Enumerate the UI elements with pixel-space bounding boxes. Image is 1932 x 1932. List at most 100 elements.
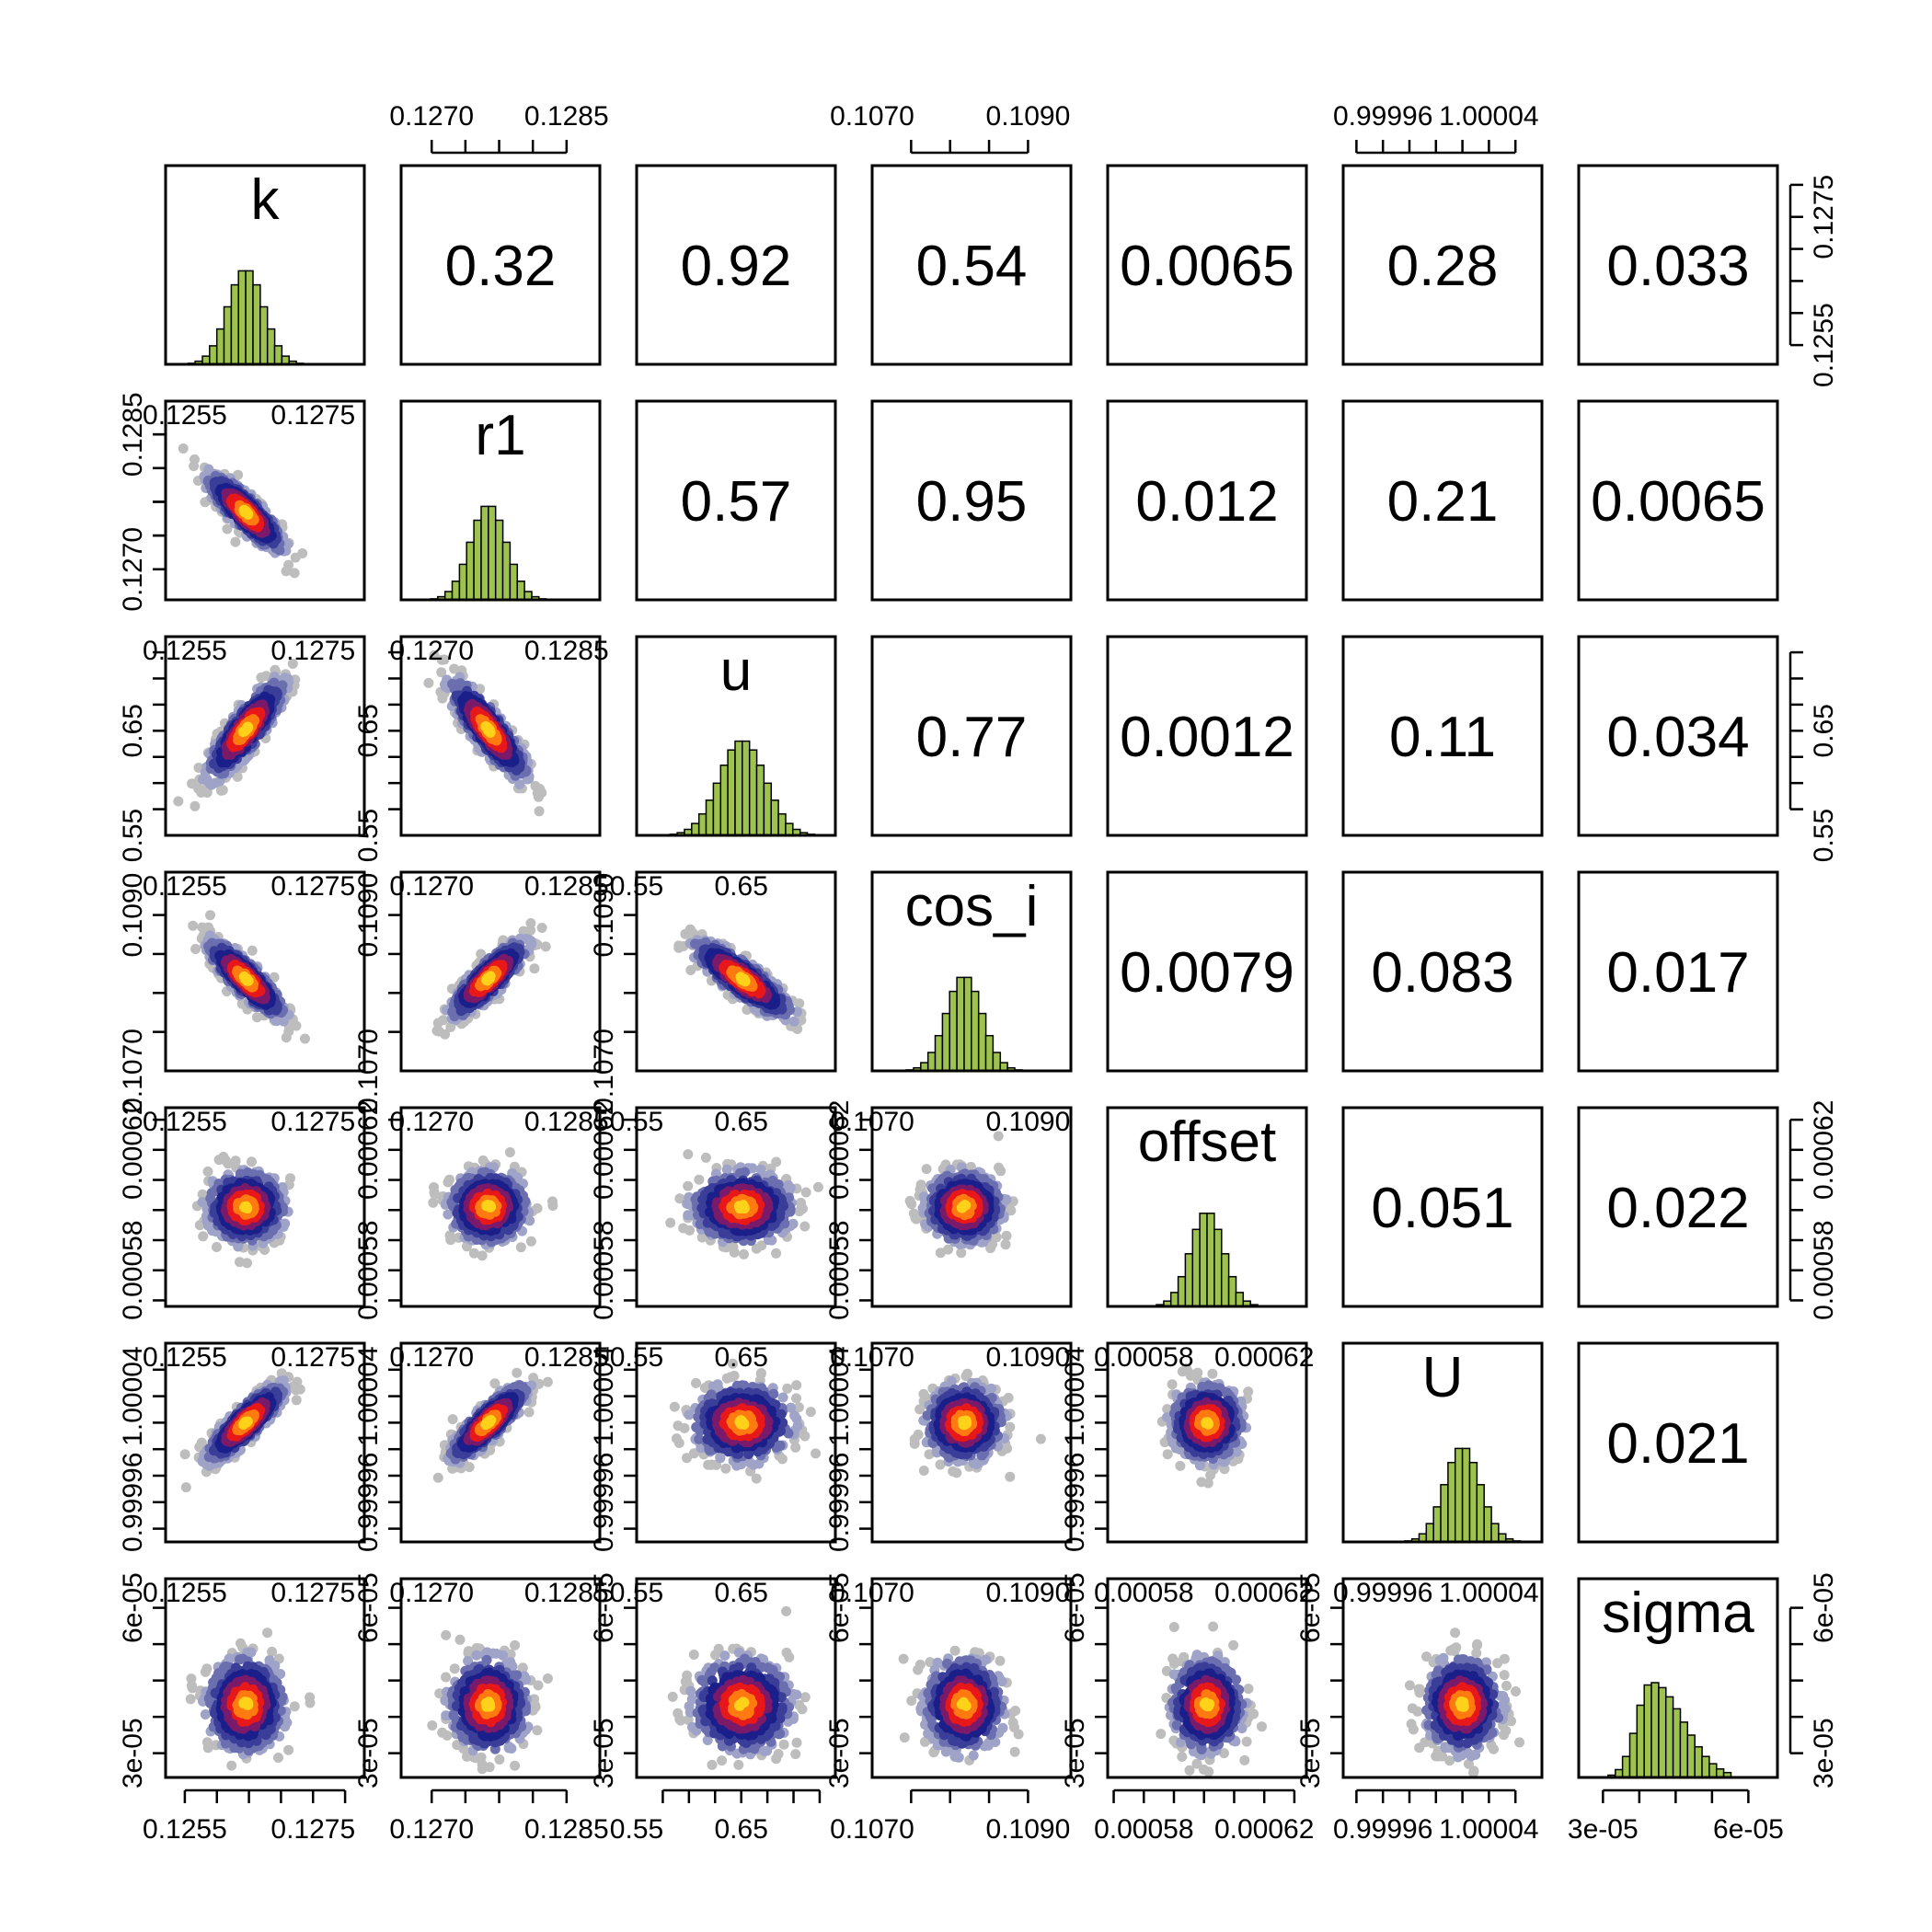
correlation-value: 0.034 xyxy=(1606,706,1749,769)
scatter-point xyxy=(247,946,258,956)
panel-u-cos_i: 0.77 xyxy=(872,637,1071,835)
pairs-plot: k0.32 0.92 0.54 0.0065 0.28 0.0330.12700.1285… xyxy=(0,0,1932,1932)
hist-bar-k xyxy=(253,285,260,364)
scatter-point xyxy=(203,1167,213,1177)
variable-label-r1: r1 xyxy=(475,404,525,467)
x-tick-label: 0.1270 xyxy=(389,871,474,902)
hist-bar-cos_i xyxy=(993,1052,1000,1071)
variable-label-k: k xyxy=(251,168,281,232)
scatter-point xyxy=(300,1034,310,1044)
hist-bar-r1 xyxy=(459,564,466,600)
scatter-point xyxy=(241,725,251,735)
scatter-point xyxy=(423,678,433,688)
hist-bar-cos_i xyxy=(972,992,979,1071)
x-tick-label: 0.55 xyxy=(610,871,663,902)
scatter-point xyxy=(198,1231,208,1241)
panel-r1-u: 0.57 xyxy=(637,401,835,600)
scatter-point xyxy=(240,1202,250,1213)
scatter-point xyxy=(247,1156,257,1167)
scatter-point xyxy=(188,921,198,931)
panel-u-sigma: 0.034 xyxy=(1579,637,1777,835)
correlation-value: 0.11 xyxy=(1389,706,1496,769)
scatter-point xyxy=(516,1242,526,1252)
x-tick-label: 0.1285 xyxy=(524,636,609,666)
x-tick-label: 0.1275 xyxy=(270,871,355,902)
correlation-value: 0.57 xyxy=(681,470,792,534)
scatter-point xyxy=(205,910,215,920)
scatter-point xyxy=(547,1196,558,1206)
hist-bar-cos_i xyxy=(928,1052,936,1071)
scatter-point xyxy=(190,944,201,954)
scatter-point xyxy=(737,973,747,983)
panel-k-r1: 0.32 xyxy=(401,166,600,364)
hist-bar-u xyxy=(699,814,707,835)
scatter-point xyxy=(483,724,493,734)
scatter-point xyxy=(485,973,495,983)
scatter-point xyxy=(529,963,539,973)
hist-bar-u xyxy=(707,800,714,835)
correlation-value: 0.21 xyxy=(1387,470,1499,534)
y-tick-label: 0.1270 xyxy=(118,527,148,612)
x-tick-label: 0.1270 xyxy=(389,636,474,666)
hist-bar-u xyxy=(764,783,771,835)
correlation-value: 0.77 xyxy=(916,706,1028,769)
hist-bar-u xyxy=(720,765,728,835)
scatter-point xyxy=(230,537,240,547)
scatter-point xyxy=(173,797,183,807)
panel-cos_i-u: 0.10700.10900.55 0.65 xyxy=(589,871,835,1113)
x-tick-label: 0.1255 xyxy=(143,400,227,431)
hist-bar-u xyxy=(786,823,793,835)
panel-cos_i-cos_i: cos_i xyxy=(872,872,1071,1071)
hist-bar-r1 xyxy=(496,521,503,601)
correlation-value: 0.083 xyxy=(1371,941,1513,1005)
scatter-point xyxy=(505,1147,515,1157)
hist-bar-r1 xyxy=(453,581,460,600)
x-tick-label: 0.1275 xyxy=(270,1107,355,1137)
hist-bar-r1 xyxy=(474,521,481,601)
hist-bar-k xyxy=(210,346,217,364)
correlation-value: 0.012 xyxy=(1135,470,1278,534)
hist-bar-u xyxy=(778,814,786,835)
correlation-value: 0.0065 xyxy=(1120,235,1294,298)
panel-frame xyxy=(166,872,364,1071)
hist-bar-r1 xyxy=(481,506,489,600)
panel-r1-U: 0.21 xyxy=(1343,401,1542,600)
panel-offset-k: 0.000580.000620.1255 0.1275 xyxy=(118,1100,364,1320)
panel-k-k: k xyxy=(166,166,364,364)
correlation-value: 0.95 xyxy=(916,470,1028,534)
hist-bar-cos_i xyxy=(949,992,957,1071)
scatter-point xyxy=(443,1178,454,1188)
hist-bar-r1 xyxy=(517,581,524,600)
x-tick-label: 0.1275 xyxy=(270,400,355,431)
y-tick-label: 0.00058 xyxy=(118,1220,148,1319)
hist-bar-r1 xyxy=(510,564,517,600)
panel-r1-cos_i: 0.95 xyxy=(872,401,1071,600)
hist-bar-u xyxy=(692,823,699,835)
panel-u-u: u xyxy=(637,637,835,835)
scatter-point xyxy=(178,443,189,454)
hist-bar-r1 xyxy=(503,542,511,600)
hist-bar-u xyxy=(757,765,765,835)
scatter-point xyxy=(291,553,301,563)
scatter-point xyxy=(202,775,213,785)
y-tick-label: 0.1090 xyxy=(353,873,384,958)
scatter-point xyxy=(240,974,250,984)
panel-cos_i-sigma: 0.017 xyxy=(1579,872,1777,1071)
scatter-point xyxy=(235,1257,245,1267)
scatter-point xyxy=(240,507,250,517)
hist-bar-u xyxy=(750,750,757,835)
hist-bar-cos_i xyxy=(964,977,972,1071)
x-tick-label: 0.1275 xyxy=(270,636,355,666)
hist-bar-k xyxy=(246,270,253,364)
hist-bar-cos_i xyxy=(942,1014,949,1071)
panel-u-r1: 0.550.650.1270 0.1285 xyxy=(353,636,609,862)
correlation-value: 0.0079 xyxy=(1120,941,1294,1005)
hist-bar-r1 xyxy=(489,506,496,600)
panel-u-offset: 0.0012 xyxy=(1108,637,1306,835)
hist-bar-cos_i xyxy=(986,1036,994,1071)
scatter-point xyxy=(537,923,547,933)
correlation-value: 0.0065 xyxy=(1591,470,1765,534)
correlation-value: 0.32 xyxy=(445,235,557,298)
scatter-point xyxy=(212,1242,222,1252)
